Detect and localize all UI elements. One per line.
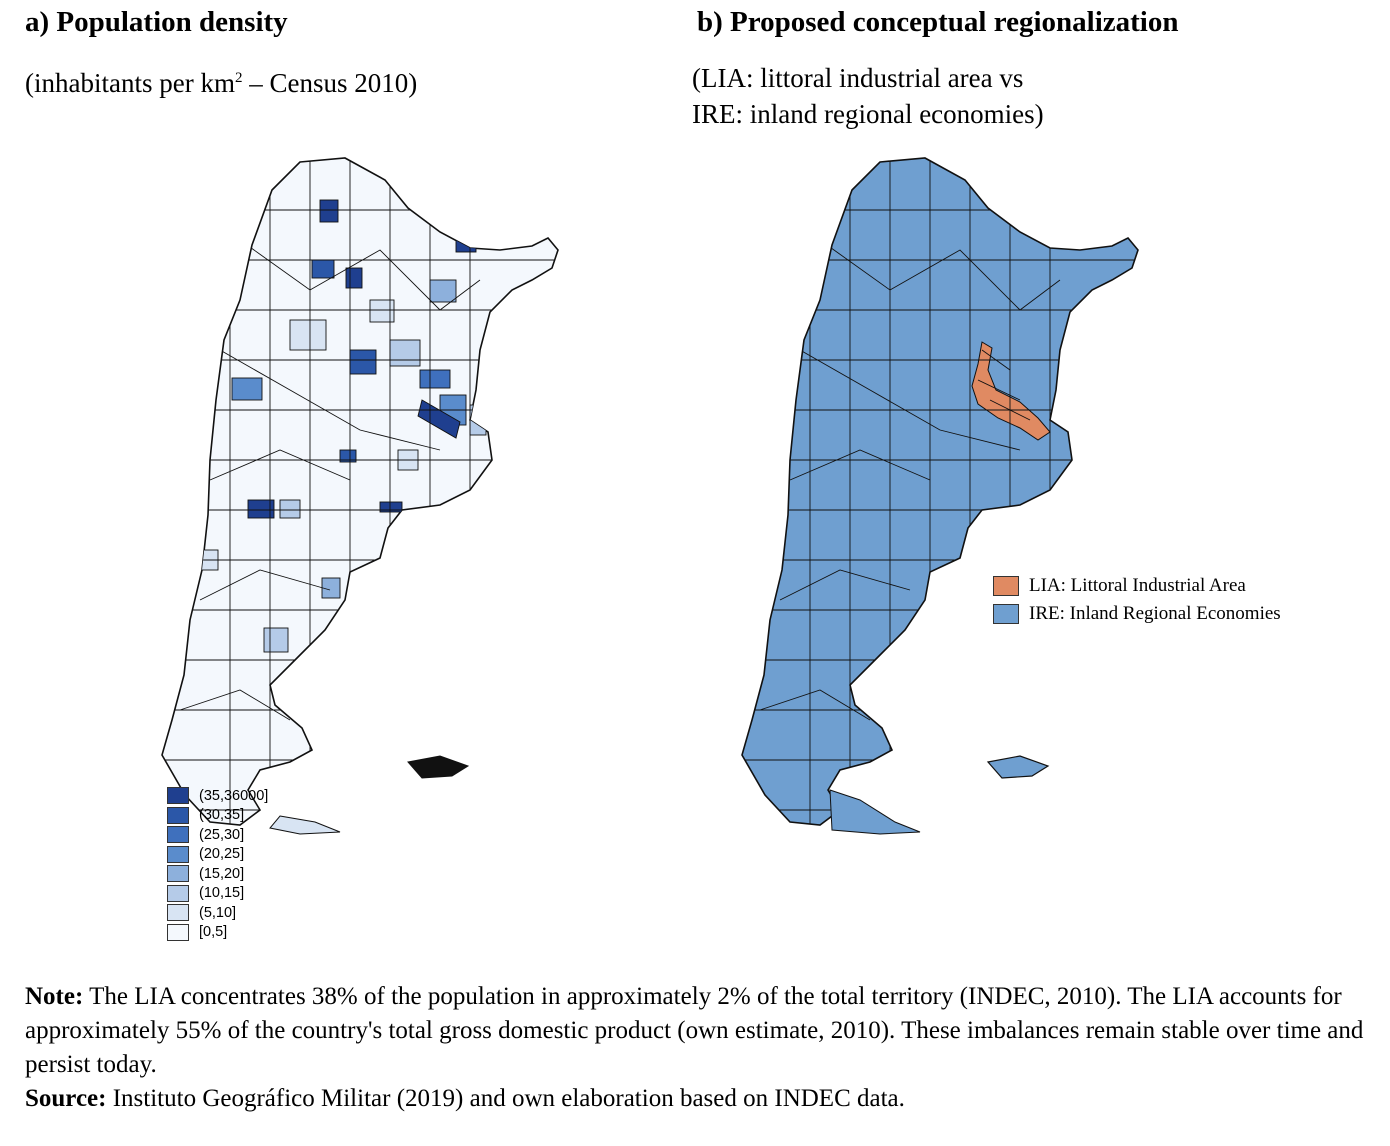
legend-swatch (167, 806, 189, 824)
legend-swatch (167, 904, 189, 922)
legend-label: (15,20] (199, 865, 245, 882)
legend-swatch (167, 884, 189, 902)
note-paragraph: Note: The LIA concentrates 38% of the po… (25, 980, 1370, 1082)
source-paragraph: Source: Instituto Geográfico Militar (20… (25, 1082, 1370, 1116)
legend-label: (30,35] (199, 807, 245, 824)
note-text: The LIA concentrates 38% of the populati… (25, 983, 1364, 1078)
source-text: Instituto Geográfico Militar (2019) and … (106, 1085, 905, 1112)
legend-swatch (993, 576, 1019, 596)
legend-swatch (167, 865, 189, 883)
regionalization-map (741, 157, 1139, 835)
legend-swatch (167, 845, 189, 863)
legend-item-ire: IRE: Inland Regional Economies (993, 600, 1281, 628)
legend-item: (20,25] (167, 845, 268, 865)
panel-b-subtitle-line1: (LIA: littoral industrial area vs (692, 63, 1024, 93)
legend-item: (25,30] (167, 825, 268, 845)
legend-swatch (167, 826, 189, 844)
panel-a-subtitle-census: – Census 2010) (242, 68, 418, 98)
legend-item: (15,20] (167, 864, 268, 884)
legend-label: (25,30] (199, 826, 245, 843)
note-label: Note: (25, 983, 84, 1010)
source-label: Source: (25, 1085, 107, 1112)
panel-b-title: b) Proposed conceptual regionalization (697, 6, 1179, 38)
legend-label: IRE: Inland Regional Economies (1029, 603, 1281, 624)
regionalization-legend: LIA: Littoral Industrial Area IRE: Inlan… (993, 572, 1281, 628)
panel-a-subtitle-text: (inhabitants per km (25, 68, 235, 98)
panel-b-subtitle-line2: IRE: inland regional economies) (692, 99, 1044, 129)
legend-label: (10,15] (199, 885, 245, 902)
legend-item: (5,10] (167, 903, 268, 923)
legend-swatch (167, 787, 189, 805)
population-density-map (161, 157, 559, 835)
figure-note: Note: The LIA concentrates 38% of the po… (25, 980, 1370, 1116)
legend-label: [0,5] (199, 924, 228, 941)
legend-label: LIA: Littoral Industrial Area (1029, 575, 1246, 596)
legend-label: (35,36000] (199, 787, 269, 804)
legend-item: (10,15] (167, 884, 268, 904)
legend-item: [0,5] (167, 923, 268, 943)
panel-a-subtitle-superscript: 2 (234, 70, 243, 86)
legend-label: (5,10] (199, 904, 237, 921)
legend-item-lia: LIA: Littoral Industrial Area (993, 572, 1281, 600)
panel-a-subtitle: (inhabitants per km2 – Census 2010) (25, 60, 417, 101)
panel-a-title: a) Population density (25, 6, 288, 38)
legend-swatch (167, 923, 189, 941)
legend-item: (35,36000] (167, 786, 268, 806)
density-legend: (35,36000] (30,35] (25,30] (20,25] (15,2… (167, 786, 268, 942)
legend-label: (20,25] (199, 846, 245, 863)
legend-swatch (993, 604, 1019, 624)
legend-item: (30,35] (167, 806, 268, 826)
